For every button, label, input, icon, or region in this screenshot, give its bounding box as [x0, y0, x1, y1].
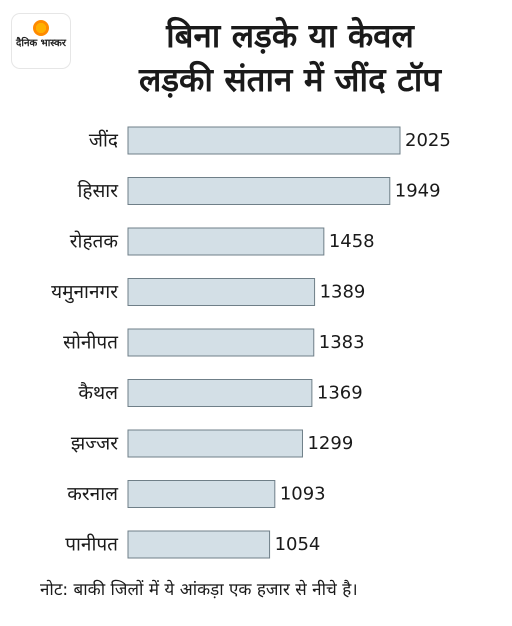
- category-label-5: कैथल: [78, 381, 119, 404]
- bar-4: [127, 328, 315, 357]
- footnote: नोट: बाकी जिलों में ये आंकड़ा एक हजार से…: [40, 580, 358, 600]
- bar-8: [127, 530, 271, 559]
- category-label-6: झज्जर: [71, 433, 119, 455]
- value-label-0: 2025: [405, 130, 451, 151]
- value-label-5: 1369: [317, 383, 363, 404]
- bar-2: [127, 227, 325, 256]
- category-label-7: करनाल: [67, 483, 119, 505]
- bar-0: [127, 126, 401, 155]
- sun-icon: [33, 20, 49, 36]
- value-label-8: 1054: [275, 534, 321, 555]
- value-label-1: 1949: [395, 181, 441, 202]
- category-label-3: यमुनानगर: [51, 281, 119, 304]
- bar-7: [127, 480, 276, 508]
- brand-logo: दैनिक भास्कर: [12, 14, 70, 68]
- category-label-8: पानीपत: [65, 533, 119, 556]
- bar-5: [127, 379, 313, 407]
- bar-chart: जींद 2025 हिसार 1949 रोहतक 1458 यमुनानगर 1389 सो…: [51, 126, 451, 559]
- chart-title: बिना लड़के या केवल लड़की संतान में जींद …: [80, 14, 500, 102]
- bar-1: [127, 177, 391, 205]
- bar-6: [127, 429, 303, 458]
- category-label-2: रोहतक: [70, 230, 119, 253]
- brand-name: दैनिक भास्कर: [16, 38, 66, 49]
- title-line-2: लड़की संतान में जींद टॉप: [138, 60, 442, 99]
- value-label-7: 1093: [280, 484, 326, 505]
- category-label-1: हिसार: [77, 179, 119, 202]
- value-label-4: 1383: [319, 332, 365, 353]
- value-label-6: 1299: [307, 433, 353, 454]
- value-label-3: 1389: [320, 282, 366, 303]
- category-label-0: जींद: [89, 129, 119, 152]
- bar-3: [127, 278, 316, 306]
- category-label-4: सोनीपत: [63, 331, 119, 354]
- title-line-1: बिना लड़के या केवल: [166, 16, 414, 55]
- value-label-2: 1458: [329, 231, 375, 252]
